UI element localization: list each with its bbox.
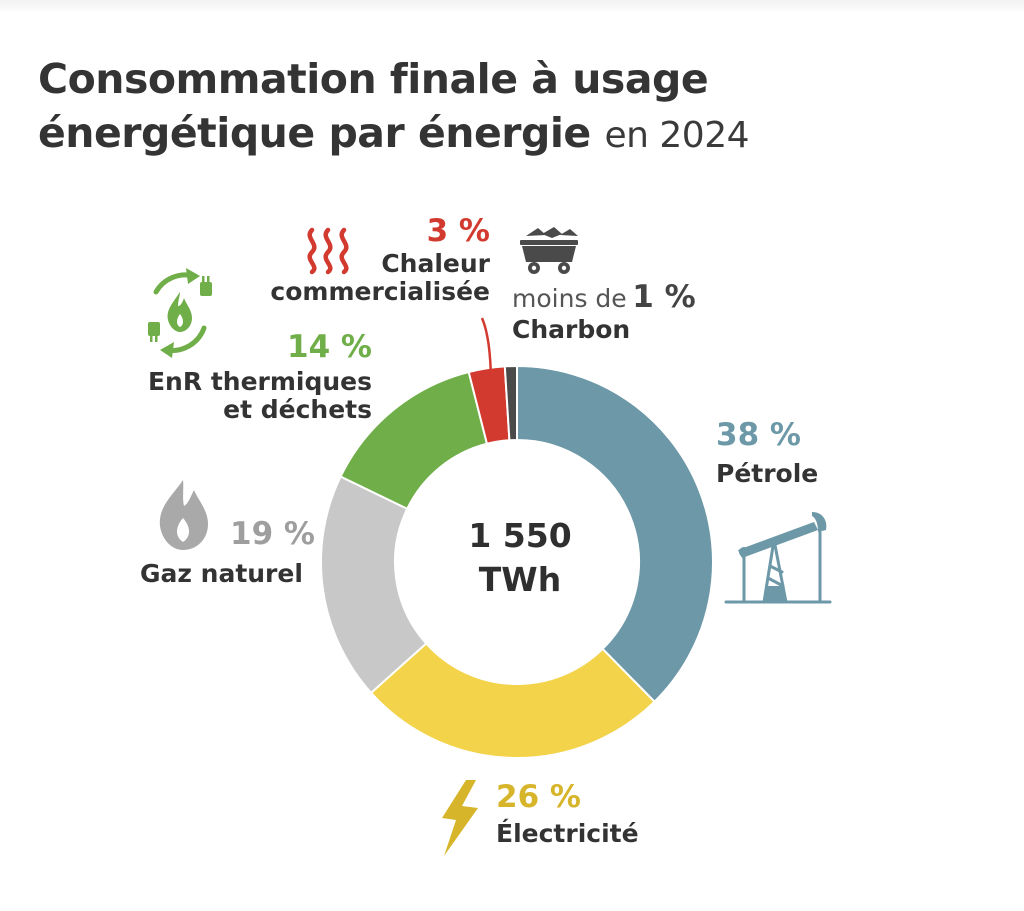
title-line-2: énergétique par énergie en 2024: [38, 106, 750, 163]
charbon-name: Charbon: [512, 314, 631, 344]
slice-petrole: [516, 364, 714, 704]
center-total-unit: TWh: [478, 560, 562, 599]
heat-waves-icon: [307, 227, 349, 275]
charbon-prefix: moins de: [512, 284, 627, 313]
chaleur-name-line-2: commercialisée: [270, 277, 490, 307]
electricite-name: Électricité: [496, 818, 639, 848]
center-total-value: 1 550: [468, 516, 572, 555]
renewable-flame-icon: [148, 268, 212, 358]
chaleur-name-line-1: Chaleur: [381, 248, 490, 278]
title-line-2-text: énergétique par énergie: [38, 109, 591, 157]
donut-slices: [320, 364, 714, 759]
label-gaz: Gaz naturel: [140, 559, 303, 589]
label-electricite: 26 % Électricité: [496, 779, 639, 848]
lightning-bolt-icon: [442, 780, 478, 856]
coal-cart-icon: [520, 227, 578, 274]
label-enr: 14 % EnR thermiques et déchets: [140, 329, 372, 425]
title-year: en 2024: [604, 115, 750, 156]
label-gaz-percent-wrap: 19 %: [230, 516, 315, 553]
enr-percent: 14 %: [287, 329, 372, 365]
petrole-percent: 38 %: [716, 417, 801, 453]
electricite-percent: 26 %: [496, 779, 581, 815]
center-total: 1 550 TWh: [445, 514, 595, 602]
gaz-percent: 19 %: [230, 516, 315, 552]
charbon-percent-line: moins de 1 %: [512, 279, 696, 316]
label-chaleur: 3 % Chaleur commercialisée: [256, 213, 490, 307]
chart-title: Consommation finale à usage énergétique …: [38, 52, 750, 163]
enr-name-line-1: EnR thermiques: [147, 366, 372, 396]
top-band: [0, 0, 1024, 14]
petrole-name: Pétrole: [716, 458, 819, 488]
chaleur-leader-line: [480, 317, 493, 387]
slice-charbon: [503, 364, 518, 442]
oil-pump-icon: [724, 512, 832, 604]
gas-flame-icon: [159, 480, 208, 550]
label-petrole: 38 % Pétrole: [716, 417, 819, 488]
title-line-1: Consommation finale à usage: [38, 55, 709, 103]
slice-electricite: [369, 642, 656, 759]
chaleur-percent: 3 %: [426, 213, 490, 249]
charbon-percent: 1 %: [632, 279, 696, 315]
enr-name-line-2: et déchets: [223, 395, 372, 425]
gaz-name: Gaz naturel: [140, 559, 303, 588]
label-charbon: moins de 1 % Charbon: [512, 279, 696, 344]
